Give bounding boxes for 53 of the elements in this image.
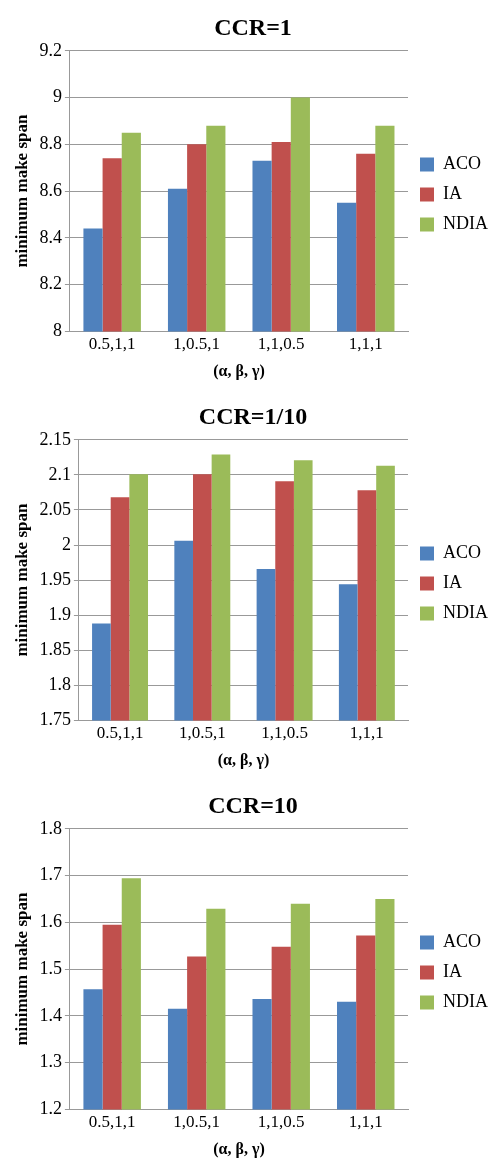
x-tick-label: 0.5,1,1: [88, 1112, 136, 1132]
x-tick-label: 1,1,0.5: [257, 1112, 305, 1132]
y-tick-label: 8: [52, 320, 62, 341]
y-tick-label: 2.15: [39, 428, 71, 449]
legend-label: IA: [443, 961, 463, 982]
y-tick-label: 1.8: [48, 674, 71, 695]
chart-title: CCR=1: [214, 13, 292, 40]
x-axis-title: (α, β, γ): [213, 1139, 265, 1158]
chart-title: CCR=1/10: [198, 402, 308, 429]
legend-label: IA: [443, 183, 463, 204]
x-tick-label: 0.5,1,1: [96, 723, 144, 743]
y-tick-label: 2.05: [39, 498, 71, 519]
y-tick-label: 1.9: [48, 603, 71, 624]
y-tick-label: 1.3: [39, 1051, 62, 1072]
x-tick-label: 1,1,1: [349, 723, 384, 743]
x-tick-label: 1,1,1: [348, 334, 383, 354]
y-tick-label: 1.2: [39, 1098, 62, 1119]
y-tick-label: 1.95: [39, 568, 71, 589]
y-tick-label: 1.85: [39, 638, 71, 659]
y-tick-label: 1.5: [39, 957, 62, 978]
legend-label: NDIA: [443, 213, 489, 234]
x-tick-label: 1,1,0.5: [257, 334, 305, 354]
x-tick-label: 1,1,1: [348, 1112, 383, 1132]
y-axis-title: minimum make span: [11, 503, 31, 657]
y-tick-label: 8.2: [39, 273, 62, 294]
x-tick-label: 1,0.5,1: [178, 723, 226, 743]
y-tick-label: 8.8: [39, 133, 62, 154]
chart-title: CCR=10: [208, 791, 298, 818]
legend-label: ACO: [443, 542, 482, 563]
y-tick-label: 9.2: [39, 39, 62, 60]
x-tick-label: 1,1,0.5: [261, 723, 308, 743]
y-tick-label: 2: [61, 533, 71, 554]
x-tick-label: 1,0.5,1: [173, 334, 221, 354]
legend-label: NDIA: [443, 602, 489, 623]
y-tick-label: 8.4: [39, 226, 62, 247]
y-tick-label: 8.6: [39, 179, 62, 200]
x-axis-title: (α, β, γ): [213, 361, 265, 380]
legend-label: IA: [443, 572, 463, 593]
y-tick-label: 2.1: [48, 463, 71, 484]
x-tick-label: 1,0.5,1: [173, 1112, 221, 1132]
y-axis-title: minimum make span: [11, 114, 31, 268]
y-axis-title: minimum make span: [11, 892, 31, 1046]
legend-label: ACO: [443, 931, 482, 952]
y-tick-label: 1.8: [39, 817, 62, 838]
y-tick-label: 1.4: [39, 1004, 62, 1025]
legend-label: NDIA: [443, 991, 489, 1012]
y-tick-label: 1.75: [39, 709, 71, 730]
x-axis-title: (α, β, γ): [217, 750, 270, 769]
y-tick-label: 1.7: [39, 864, 62, 885]
x-tick-label: 0.5,1,1: [88, 334, 136, 354]
y-tick-label: 9: [52, 86, 62, 107]
legend-label: ACO: [443, 153, 482, 174]
y-tick-label: 1.6: [39, 911, 62, 932]
